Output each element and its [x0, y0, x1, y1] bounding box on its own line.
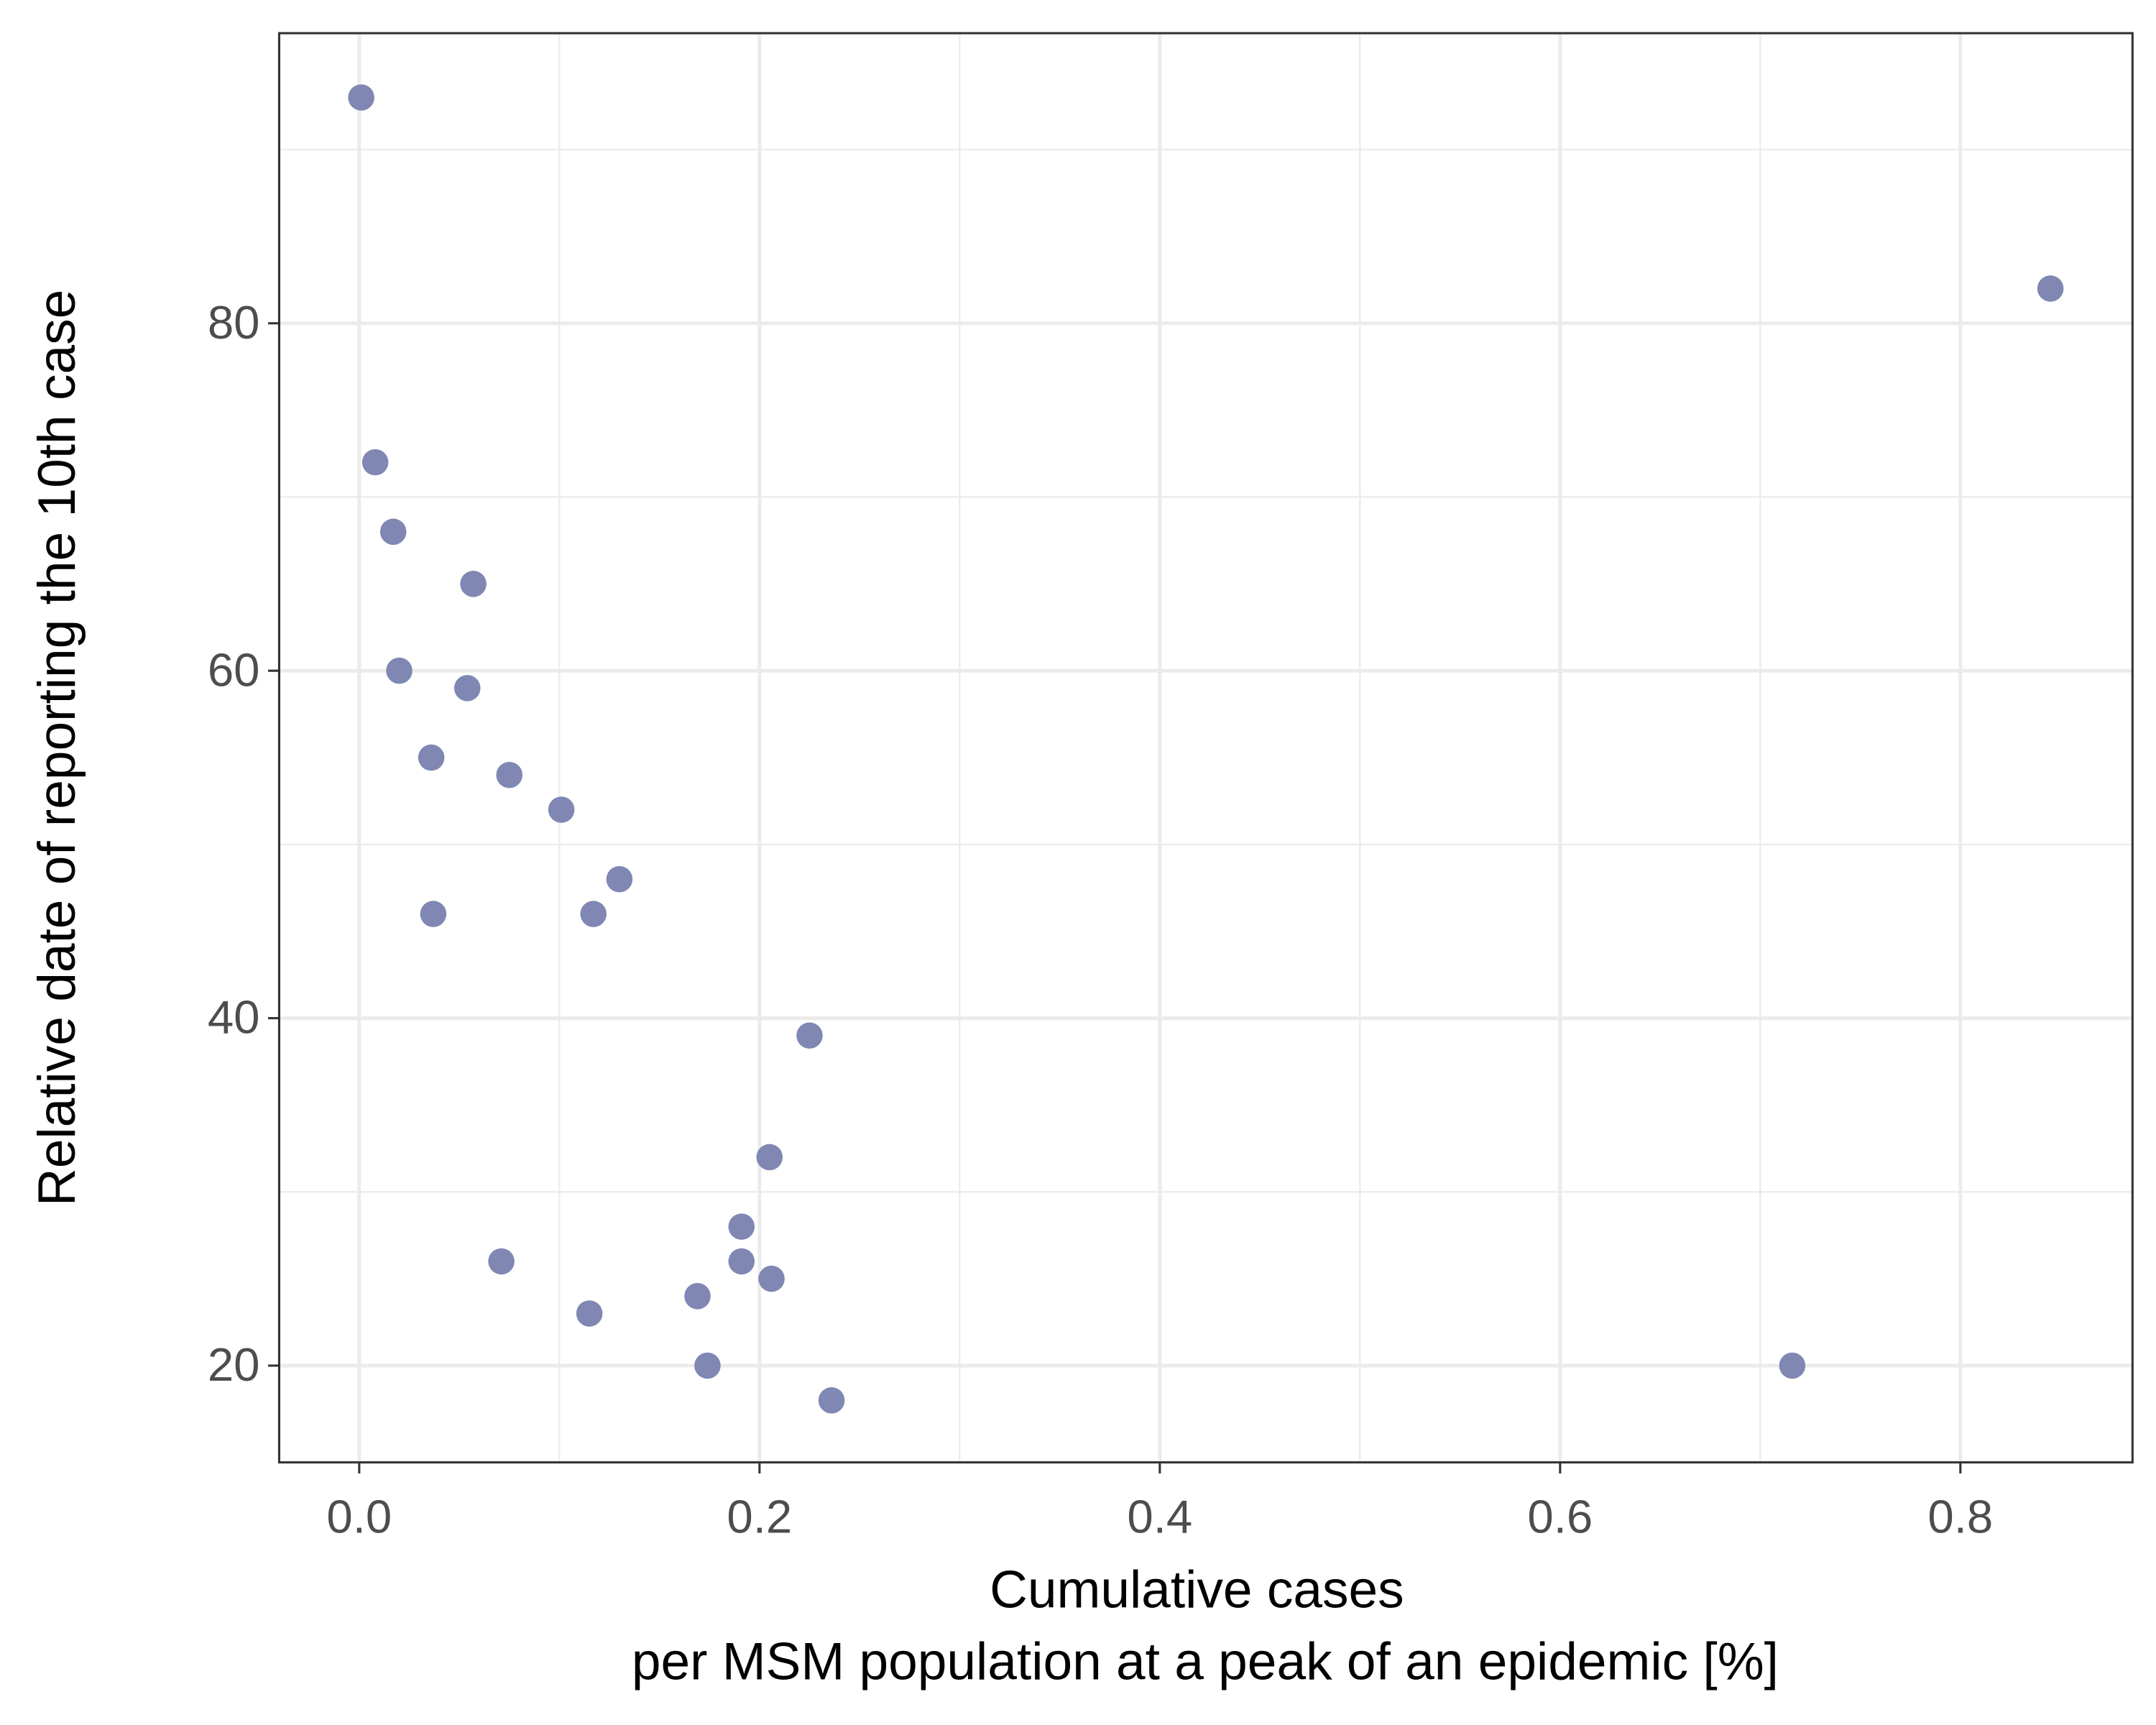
point	[756, 1144, 783, 1171]
point	[684, 1283, 711, 1310]
point	[453, 675, 481, 702]
point	[580, 901, 607, 927]
x-axis-title: per MSM population at a peak of an epide…	[632, 1633, 1779, 1691]
y-tick-label: 80	[208, 296, 260, 349]
x-tick-label: 0.0	[326, 1491, 392, 1543]
x-tick-label: 0.2	[727, 1491, 792, 1543]
point	[460, 571, 487, 597]
y-tick-label: 20	[208, 1338, 260, 1391]
x-tick-label: 0.6	[1527, 1491, 1593, 1543]
panel-border	[277, 32, 2134, 1464]
y-tick-label: 60	[208, 643, 260, 696]
point	[728, 1213, 755, 1240]
point	[606, 865, 633, 893]
points	[348, 84, 2064, 1414]
point	[488, 1248, 515, 1275]
point	[379, 518, 407, 546]
point	[418, 744, 445, 771]
point	[1779, 1352, 1806, 1379]
y-axis-title: Relative date of reporting the 10th case	[28, 290, 86, 1206]
x-tick-label: 0.8	[1927, 1491, 1993, 1543]
point	[361, 448, 389, 476]
point	[758, 1265, 785, 1292]
point	[728, 1248, 755, 1275]
point	[496, 761, 522, 788]
x-axis-title: Cumulative cases	[990, 1561, 1404, 1619]
point	[2037, 275, 2064, 302]
x-tick-label: 0.4	[1127, 1491, 1192, 1543]
point	[694, 1352, 721, 1379]
point	[386, 657, 413, 684]
grid	[279, 33, 2133, 1463]
point	[796, 1022, 823, 1049]
point	[420, 901, 447, 927]
point	[576, 1300, 603, 1327]
point	[548, 796, 575, 823]
point	[818, 1387, 845, 1414]
y-tick-label: 40	[208, 991, 260, 1044]
point	[348, 84, 374, 111]
